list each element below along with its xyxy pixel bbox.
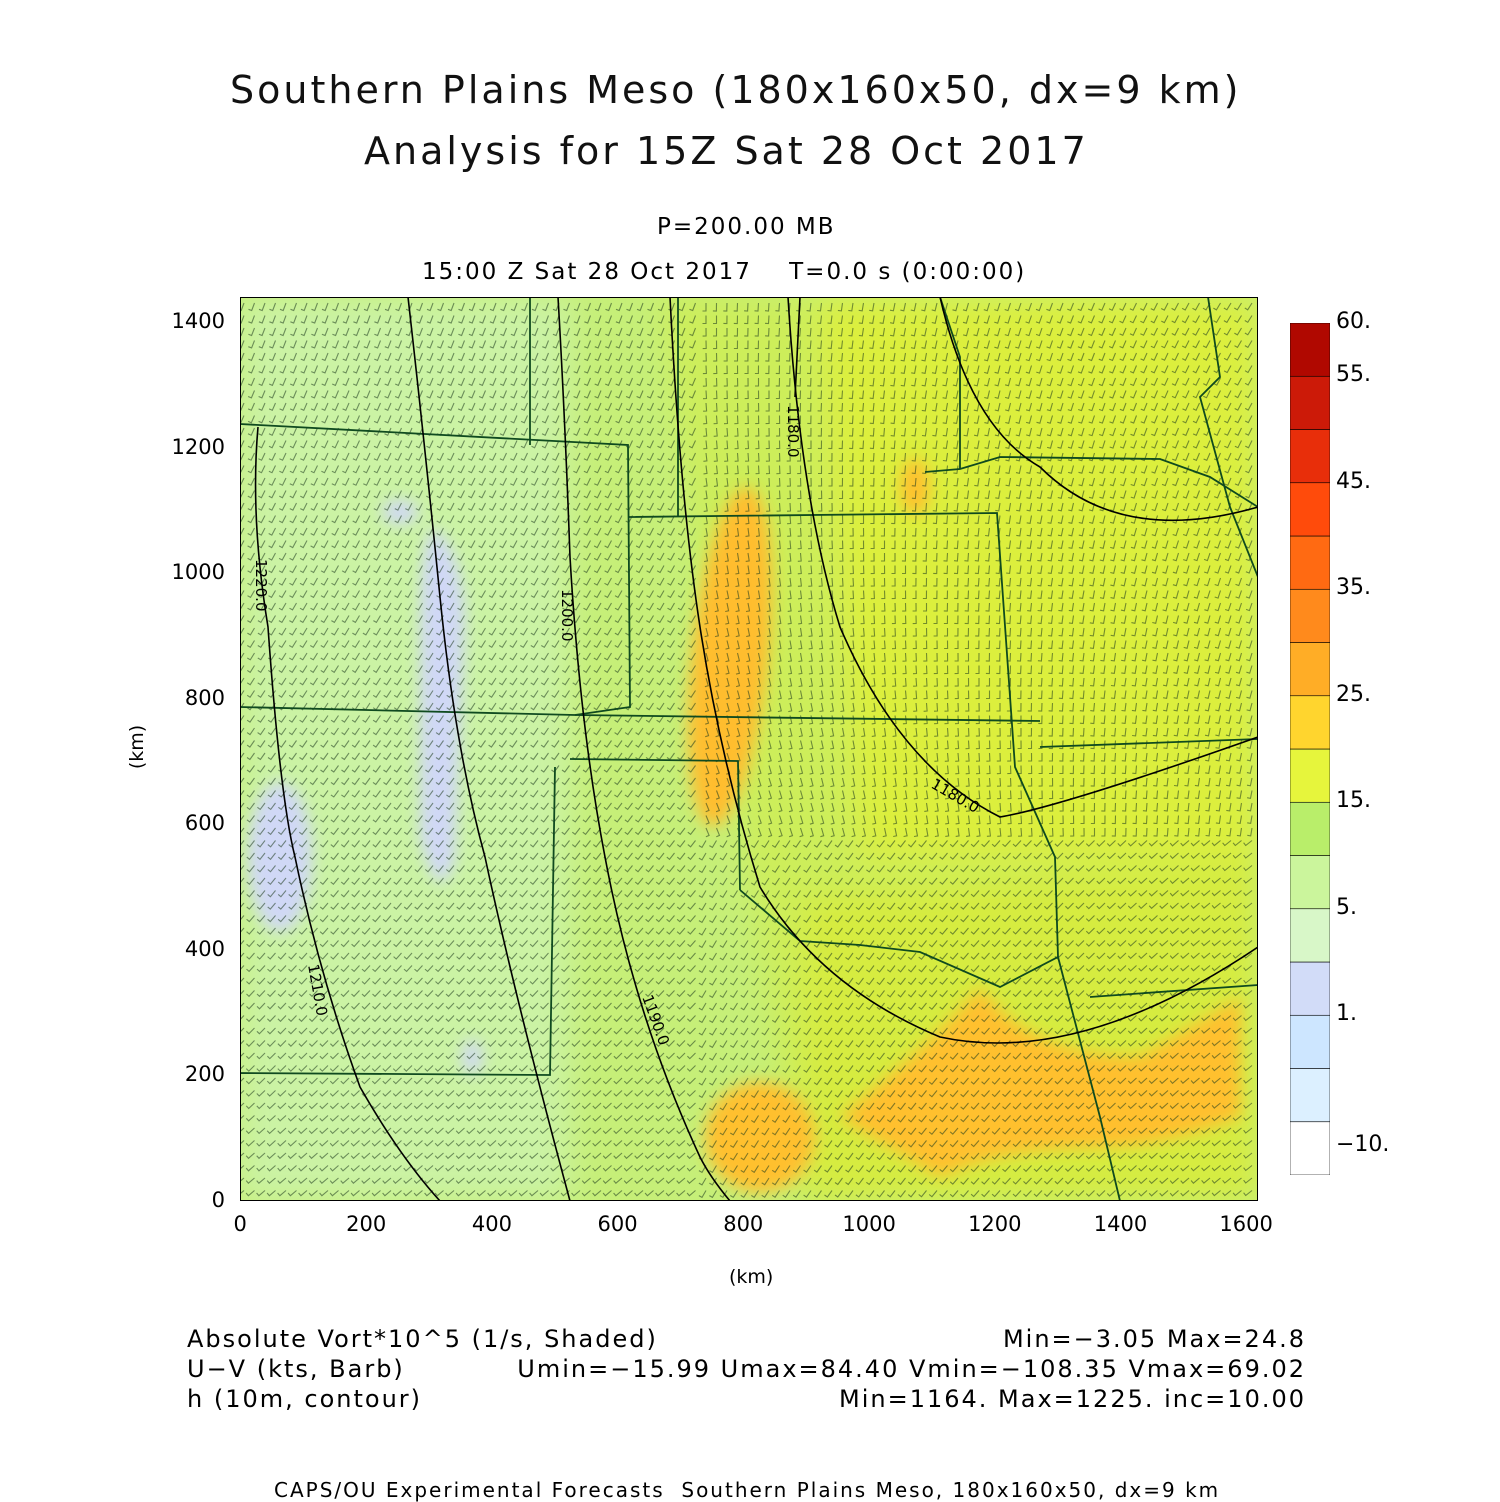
colorbar-swatch [1290,801,1330,856]
x-tick-label: 400 [471,1212,512,1236]
title-line-1: Southern Plains Meso (180x160x50, dx=9 k… [230,68,1242,112]
legend-field-2-stats: Umin=−15.99 Umax=84.40 Vmin=−108.35 Vmax… [517,1355,1306,1383]
map-plot: 1220.0 1210.0 1200.0 1190.0 1180.0 1180.… [240,297,1258,1201]
colorbar-label: 45. [1336,468,1371,494]
colorbar-swatch [1290,535,1330,590]
colorbar-swatch [1290,1068,1330,1123]
x-tick-label: 1200 [968,1212,1022,1236]
colorbar-label: 60. [1336,309,1371,334]
y-tick-label: 1200 [171,434,225,459]
contour-label-3: 1200.0 [558,589,576,642]
colorbar-swatch [1290,429,1330,484]
y-tick-label: 0 [211,1188,225,1212]
y-axis-label: (km) [126,724,149,770]
colorbar-swatch [1290,642,1330,697]
legend-field-2: U−V (kts, Barb) [187,1355,405,1383]
contour-label-6: 1180.0 [784,405,802,458]
vorticity-max-south [705,1082,815,1192]
title-line-2: Analysis for 15Z Sat 28 Oct 2017 [364,129,1089,173]
height-contours [254,297,1258,1201]
colorbar-swatch [1290,375,1330,430]
y-tick-label: 800 [184,685,225,710]
state-boundaries [240,297,1258,1201]
x-tick-label: 0 [233,1212,247,1236]
vorticity-min-southwest [248,782,312,932]
colorbar-swatch [1290,482,1330,537]
y-tick-label: 1000 [171,560,225,585]
legend-field-1-stats: Min=−3.05 Max=24.8 [1002,1325,1306,1353]
colorbar-swatch [1290,855,1330,910]
colorbar-label: 55. [1336,362,1371,388]
x-tick-label: 600 [597,1212,638,1236]
x-tick-label: 800 [723,1212,764,1236]
colorbar-swatch [1290,1014,1330,1069]
colorbar-swatch [1290,908,1330,963]
vorticity-max-north [688,487,772,827]
colorbar-swatch [1290,695,1330,750]
colorbar-label: 25. [1336,681,1371,707]
y-tick-label: 1400 [171,309,225,334]
y-tick-label: 600 [184,811,225,836]
colorbar-label: 15. [1336,788,1371,814]
x-tick-label: 1400 [1093,1212,1148,1236]
plot-frame [240,297,1258,1201]
x-axis-label: (km) [729,1266,774,1288]
credit-line: CAPS/OU Experimental Forecasts Southern … [274,1478,1221,1502]
x-tick-label: 1600 [1219,1212,1273,1236]
colorbar-label: −10. [1336,1131,1390,1157]
contour-label-1: 1220.0 [252,559,270,612]
colorbar-swatch [1290,961,1330,1016]
legend-field-3-stats: Min=1164. Max=1225. inc=10.00 [839,1385,1306,1413]
vorticity-shading-east [820,297,1258,857]
x-tick-label: 200 [346,1212,387,1236]
legend-field-3: h (10m, contour) [187,1385,423,1413]
colorbar-label: 1. [1336,1001,1357,1027]
vorticity-min-small [382,500,418,524]
x-tick-label: 1000 [842,1212,896,1236]
vorticity-shading-west [240,297,570,1201]
colorbar-label: 5. [1336,894,1357,920]
colorbar [1290,323,1330,1175]
vorticity-max-small [901,459,929,515]
valid-time: 15:00 Z Sat 28 Oct 2017 T=0.0 s (0:00:00… [422,259,1027,285]
vorticity-min-south [462,1039,482,1075]
y-tick-label: 400 [184,936,225,961]
legend-field-1: Absolute Vort*10^5 (1/s, Shaded) [187,1325,658,1353]
pressure-level: P=200.00 MB [657,214,836,240]
colorbar-swatch [1290,748,1330,803]
colorbar-swatch [1290,1121,1330,1175]
y-tick-label: 200 [184,1062,225,1087]
colorbar-swatch [1290,588,1330,643]
colorbar-swatch [1290,323,1330,377]
colorbar-label: 35. [1336,575,1371,601]
vorticity-max-band [840,987,1240,1177]
